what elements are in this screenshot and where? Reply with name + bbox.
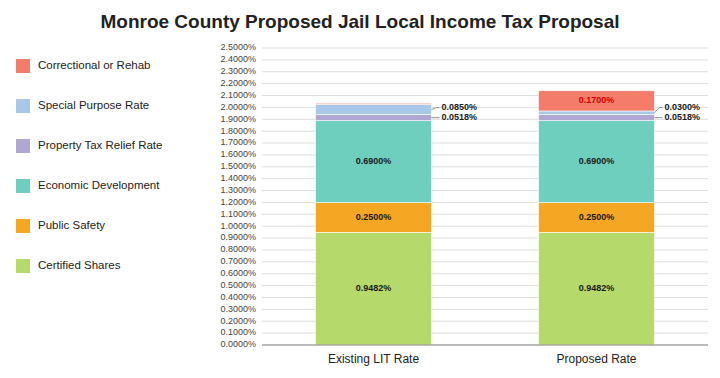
y-tick-label: 0.6000% <box>220 268 256 278</box>
x-tick-label: Proposed Rate <box>556 352 636 366</box>
grid-line <box>262 71 708 72</box>
data-label: 0.0300% <box>664 102 700 112</box>
bars <box>316 91 655 345</box>
leader-line <box>431 117 439 118</box>
grid-line <box>262 83 708 84</box>
legend: Correctional or Rehab Special Purpose Rat… <box>16 59 162 273</box>
data-labels: 0.9482%0.2500%0.6900%0.0518%0.0850%0.948… <box>356 95 700 293</box>
y-tick-label: 1.0000% <box>220 221 256 231</box>
y-tick-label: 0.5000% <box>220 280 256 290</box>
bar-segment <box>316 103 432 104</box>
legend-swatch <box>16 99 30 113</box>
legend-swatch <box>16 59 30 73</box>
data-label: 0.1700% <box>579 95 615 105</box>
y-tick-label: 1.1000% <box>220 209 256 219</box>
y-tick-label: 1.6000% <box>220 149 256 159</box>
legend-swatch <box>16 139 30 153</box>
legend-label: Certified Shares <box>38 259 121 271</box>
bar-segment <box>539 115 655 121</box>
leader-line <box>654 108 662 113</box>
y-tick-label: 2.2000% <box>220 78 256 88</box>
grid-line <box>262 59 708 60</box>
data-label: 0.0850% <box>441 102 477 112</box>
y-tick-label: 0.0000% <box>220 339 256 349</box>
y-tick-label: 0.9000% <box>220 232 256 242</box>
data-label: 0.0518% <box>441 112 477 122</box>
legend-swatch <box>16 179 30 193</box>
data-label: 0.9482% <box>356 283 392 293</box>
y-tick-label: 0.7000% <box>220 256 256 266</box>
bar-segment <box>539 203 655 233</box>
x-tick-label: Existing LIT Rate <box>328 352 419 366</box>
data-label: 0.6900% <box>356 156 392 166</box>
y-tick-label: 1.8000% <box>220 126 256 136</box>
y-tick-label: 2.5000% <box>220 42 256 52</box>
bar-segment <box>316 104 432 114</box>
y-tick-label: 1.7000% <box>220 137 256 147</box>
data-label: 0.0518% <box>664 112 700 122</box>
y-tick-label: 1.3000% <box>220 185 256 195</box>
grid-line <box>262 345 708 346</box>
data-label: 0.2500% <box>356 212 392 222</box>
y-tick-label: 0.2000% <box>220 316 256 326</box>
y-tick-label: 0.8000% <box>220 244 256 254</box>
y-tick-label: 2.3000% <box>220 66 256 76</box>
y-tick-label: 2.4000% <box>220 54 256 64</box>
y-axis: 0.0000% 0.1000%0.2000% 0.3000% 0.4000% 0.500… <box>220 42 708 349</box>
bar-segment <box>316 121 432 203</box>
y-tick-label: 0.1000% <box>220 327 256 337</box>
legend-label: Property Tax Relief Rate <box>38 139 162 151</box>
legend-swatch <box>16 259 30 273</box>
bar-segment <box>539 111 655 115</box>
bar-segment <box>539 91 655 111</box>
x-axis-line <box>262 345 708 346</box>
y-tick-label: 1.9000% <box>220 114 256 124</box>
y-tick-label: 1.5000% <box>220 161 256 171</box>
legend-label: Public Safety <box>38 219 105 231</box>
legend-label: Economic Development <box>38 179 160 191</box>
data-label: 0.9482% <box>579 283 615 293</box>
grid-line <box>262 48 708 49</box>
bar-segment <box>316 203 432 233</box>
legend-label: Special Purpose Rate <box>38 99 149 111</box>
y-tick-label: 2.1000% <box>220 90 256 100</box>
y-tick-label: 1.4000% <box>220 173 256 183</box>
y-tick-label: 1.2000% <box>220 197 256 207</box>
title: Monroe County Proposed Jail Local Income… <box>100 11 619 32</box>
bar-segment <box>316 232 432 345</box>
y-tick-label: 0.3000% <box>220 304 256 314</box>
chart: Monroe County Proposed Jail Local Income… <box>0 0 720 378</box>
bar-segment <box>316 115 432 121</box>
data-label: 0.2500% <box>579 212 615 222</box>
legend-label: Correctional or Rehab <box>38 59 151 71</box>
data-label: 0.6900% <box>579 156 615 166</box>
leader-line <box>431 108 439 110</box>
y-tick-label: 2.0000% <box>220 102 256 112</box>
bar-segment <box>539 121 655 203</box>
leader-line <box>654 117 662 118</box>
y-tick-label: 0.4000% <box>220 292 256 302</box>
bar-segment <box>539 232 655 345</box>
legend-swatch <box>16 219 30 233</box>
